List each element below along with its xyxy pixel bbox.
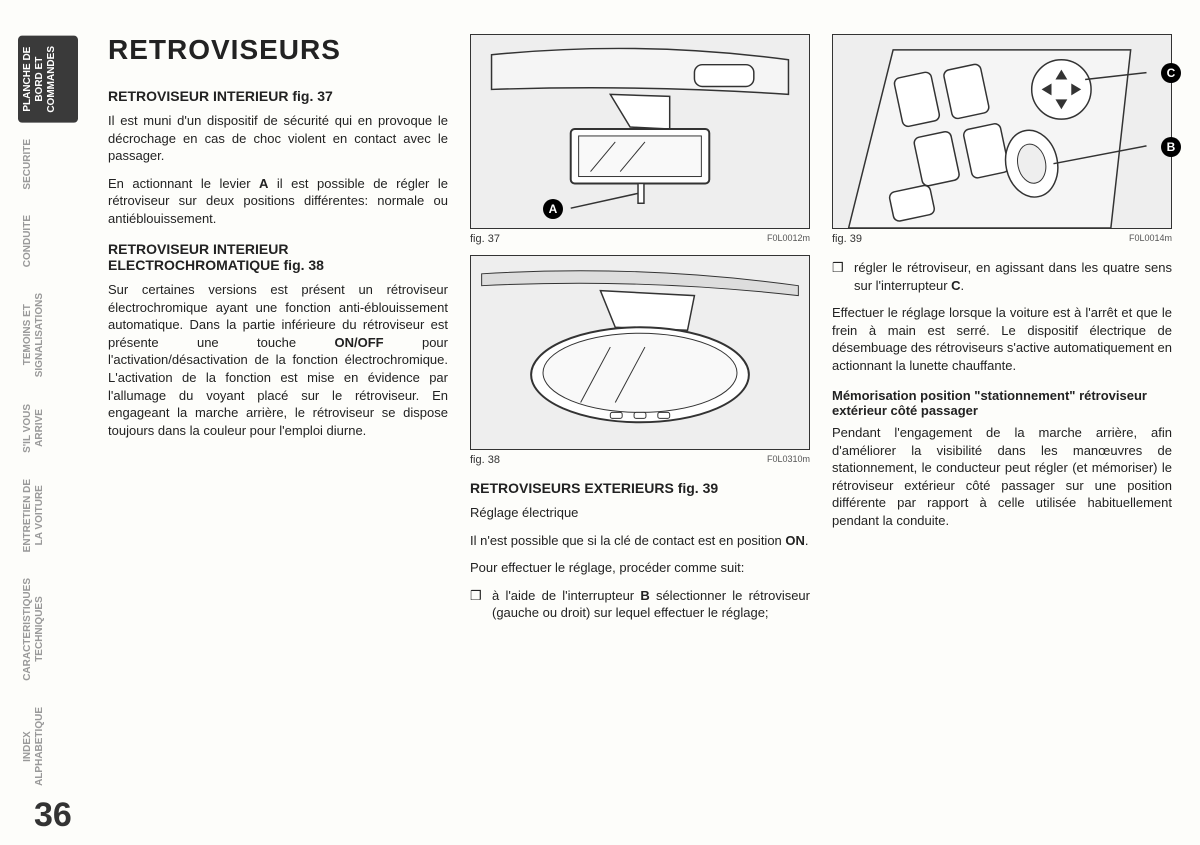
heading-interior-mirror: RETROVISEUR INTERIEUR fig. 37 (108, 88, 448, 104)
column-2: A fig. 37 F0L0012m fig. (470, 34, 810, 632)
tab-silvous[interactable]: S'IL VOUS ARRIVE (18, 394, 78, 463)
text-reglage-arret: Effectuer le réglage lorsque la voiture … (832, 304, 1172, 374)
tab-index[interactable]: INDEX ALPHABETIQUE (18, 697, 78, 796)
tab-caracteristiques[interactable]: CARACTERISTIQUES TECHNIQUES (18, 568, 78, 691)
text-memorisation: Pendant l'engagement de la marche arrièr… (832, 424, 1172, 529)
tab-temoins[interactable]: TEMOINS ET SIGNALISATIONS (18, 283, 78, 387)
text-p2: En actionnant le levier A il est possibl… (108, 175, 448, 228)
tab-securite[interactable]: SECURITE (18, 129, 78, 200)
text-procedure: Pour effectuer le réglage, procéder comm… (470, 559, 810, 577)
tab-conduite[interactable]: CONDUITE (18, 205, 78, 277)
sidebar-nav: PLANCHE DE BORD ET COMMANDES SECURITE CO… (18, 36, 78, 796)
heading-memorisation: Mémorisation position "stationnement" ré… (832, 388, 1172, 418)
callout-a: A (543, 199, 563, 219)
heading-exterior-mirrors: RETROVISEURS EXTERIEURS fig. 39 (470, 480, 810, 496)
figure-38 (470, 255, 810, 450)
column-1: RETROVISEURS RETROVISEUR INTERIEUR fig. … (108, 34, 448, 632)
heading-electrochromatic: RETROVISEUR INTERIEUR ELECTROCHROMATIQUE… (108, 241, 448, 273)
column-3: C B fig. 39 F0L0014m ❒ régler le rétrovi… (832, 34, 1172, 632)
text-p1: Il est muni d'un dispositif de sécurité … (108, 112, 448, 165)
figure-39: C B (832, 34, 1172, 229)
bullet-b: ❒ à l'aide de l'interrupteur B sélection… (470, 587, 810, 622)
bullet-c: ❒ régler le rétroviseur, en agissant dan… (832, 259, 1172, 294)
callout-b: B (1161, 137, 1181, 157)
figure-37: A (470, 34, 810, 229)
text-p3: Sur certaines versions est présent un ré… (108, 281, 448, 439)
callout-c: C (1161, 63, 1181, 83)
main-content: RETROVISEURS RETROVISEUR INTERIEUR fig. … (108, 34, 1183, 632)
fig38-caption: fig. 38 F0L0310m (470, 454, 810, 466)
tab-entretien[interactable]: ENTRETIEN DE LA VOITURE (18, 469, 78, 562)
fig37-caption: fig. 37 F0L0012m (470, 233, 810, 245)
text-on: Il n'est possible que si la clé de conta… (470, 532, 810, 550)
tab-planche[interactable]: PLANCHE DE BORD ET COMMANDES (18, 36, 78, 123)
page-number: 36 (34, 796, 72, 835)
fig39-caption: fig. 39 F0L0014m (832, 233, 1172, 245)
text-reglage: Réglage électrique (470, 504, 810, 522)
page-title: RETROVISEURS (108, 34, 448, 66)
